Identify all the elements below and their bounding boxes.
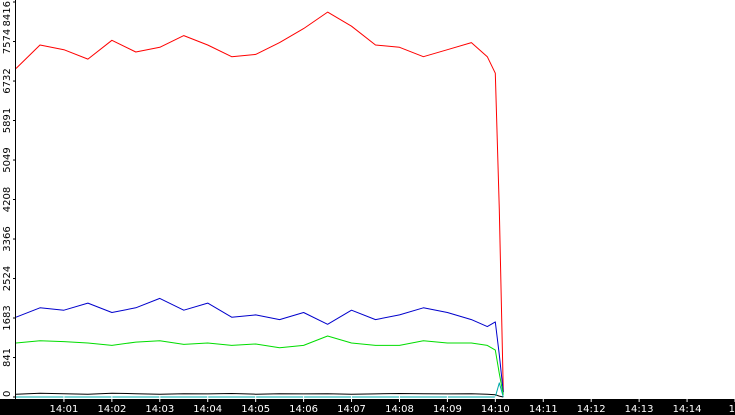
x-tick-label: 14:02 — [97, 404, 126, 415]
y-tick-label: 6732 — [2, 68, 13, 93]
x-tick-label: 14:13 — [625, 404, 654, 415]
series-line-3 — [15, 392, 504, 398]
x-axis-ticks: 14:01 14:02 14:03 14:04 14:05 14:06 14:07 14:08… — [49, 396, 735, 415]
series-line-1 — [15, 297, 504, 393]
y-tick-label: 1683 — [2, 305, 13, 330]
y-tick-label: 7574 — [2, 29, 13, 54]
y-tick-label: 0 — [2, 391, 13, 397]
y-tick-label: 8416 — [2, 1, 13, 26]
y-tick-label: 841 — [2, 348, 13, 367]
x-tick-label: 14:03 — [145, 404, 174, 415]
x-tick-label: 14:12 — [577, 404, 606, 415]
x-tick-label: 14:08 — [385, 404, 414, 415]
x-tick-label: 14:10 — [481, 404, 510, 415]
series-line-2 — [15, 335, 504, 395]
x-tick-label: 14 — [729, 404, 735, 415]
y-tick-label: 5049 — [2, 147, 13, 172]
x-tick-label: 14:01 — [49, 404, 78, 415]
x-tick-label: 14:14 — [673, 404, 702, 415]
y-axis-ticks: 0 841 1683 2524 3366 4208 5049 5891 6732 7574 8416 — [2, 1, 16, 398]
y-tick-label: 3366 — [2, 226, 13, 251]
series-line-0 — [15, 11, 504, 393]
y-tick-label: 2524 — [2, 266, 13, 291]
x-tick-label: 14:11 — [529, 404, 558, 415]
series-line-4 — [16, 382, 504, 398]
x-tick-label: 14:07 — [337, 404, 366, 415]
x-tick-label: 14:09 — [433, 404, 462, 415]
series-layer — [15, 11, 504, 398]
y-tick-label: 5891 — [2, 108, 13, 133]
x-tick-label: 14:04 — [193, 404, 222, 415]
x-tick-label: 14:05 — [241, 404, 270, 415]
x-tick-label: 14:06 — [289, 404, 318, 415]
y-tick-label: 4208 — [2, 187, 13, 212]
x-axis-bar — [0, 399, 735, 415]
